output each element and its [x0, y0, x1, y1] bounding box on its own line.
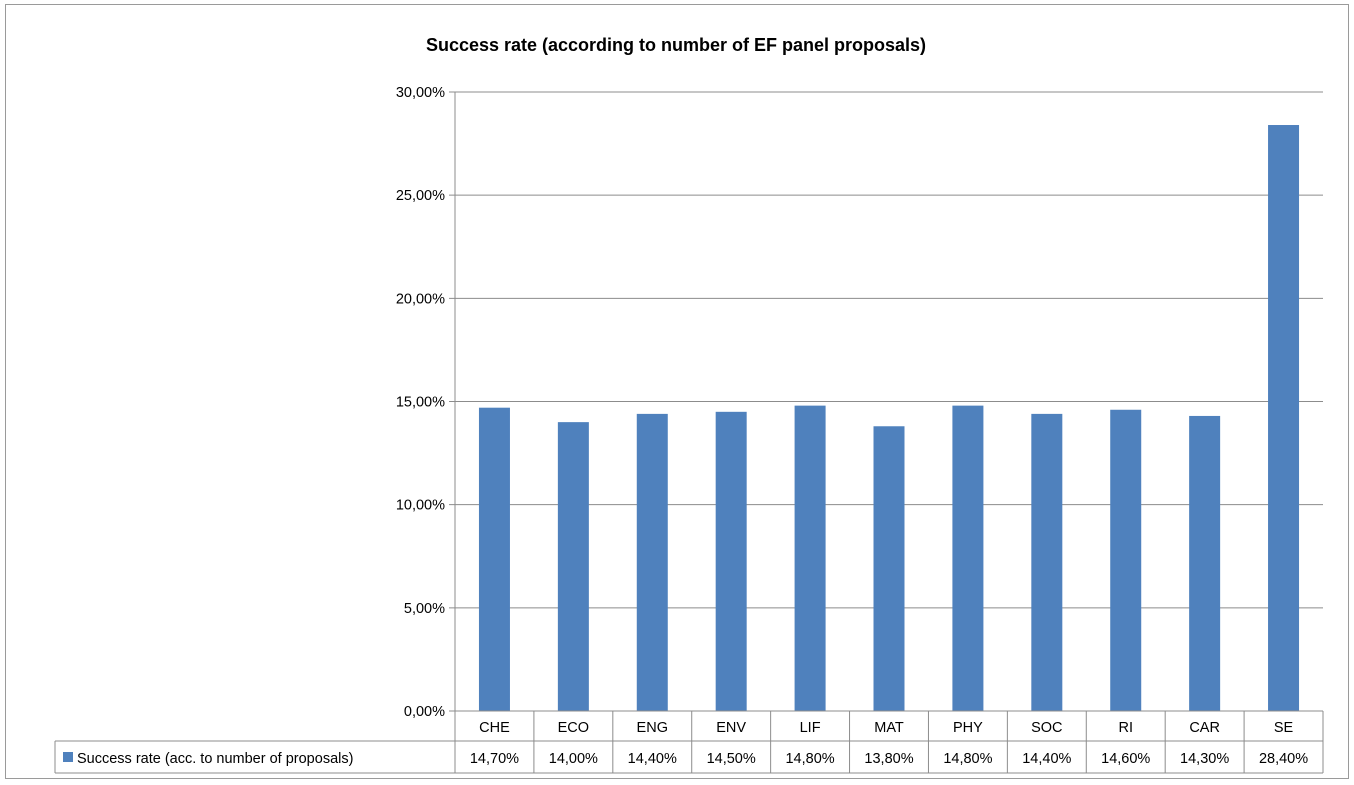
y-tick-label: 10,00% [396, 498, 445, 514]
y-tick-label: 20,00% [396, 291, 445, 307]
value-label: 13,80% [864, 751, 913, 767]
category-label: MAT [874, 720, 904, 736]
bar-env [715, 411, 747, 711]
value-label: 14,80% [785, 751, 834, 767]
category-label: SOC [1031, 720, 1062, 736]
category-label: LIF [800, 720, 821, 736]
y-tick-label: 30,00% [396, 85, 445, 101]
bar-lif [794, 405, 826, 711]
value-label: 14,40% [1022, 751, 1071, 767]
category-label: CHE [479, 720, 510, 736]
bar-ri [1110, 409, 1142, 711]
value-label: 28,40% [1259, 751, 1308, 767]
bar-eco [557, 422, 589, 711]
y-tick-label: 5,00% [404, 601, 445, 617]
value-label: 14,40% [628, 751, 677, 767]
legend-label: Success rate (acc. to number of proposal… [77, 751, 353, 767]
y-tick-label: 15,00% [396, 395, 445, 411]
y-tick-label: 0,00% [404, 704, 445, 720]
value-label: 14,00% [549, 751, 598, 767]
bar-phy [952, 405, 984, 711]
chart-title: Success rate (according to number of EF … [426, 35, 926, 55]
bar-che [478, 407, 510, 711]
y-axis-tick-labels: 0,00% 5,00% 10,00% 15,00% 20,00% 25,00% 30,00% [396, 85, 445, 720]
y-tick-label: 25,00% [396, 188, 445, 204]
legend-swatch [63, 752, 73, 762]
bars [478, 125, 1300, 712]
bar-mat [873, 426, 905, 711]
chart-frame [5, 4, 1349, 779]
bar-soc [1031, 413, 1063, 711]
category-label: ECO [558, 720, 589, 736]
value-label: 14,70% [470, 751, 519, 767]
category-label: RI [1118, 720, 1133, 736]
value-label: 14,30% [1180, 751, 1229, 767]
value-label: 14,80% [943, 751, 992, 767]
value-label: 14,50% [707, 751, 756, 767]
category-label: CAR [1189, 720, 1220, 736]
category-label: ENG [637, 720, 668, 736]
bar-car [1189, 415, 1221, 711]
value-label: 14,60% [1101, 751, 1150, 767]
category-label: ENV [716, 720, 746, 736]
bar-eng [636, 413, 668, 711]
bar-se [1268, 125, 1300, 712]
data-table: CHE 14,70% ECO 14,00% ENG 14,40% ENV 14,50% LIF 1… [54, 710, 1324, 774]
category-label: SE [1274, 720, 1294, 736]
category-label: PHY [953, 720, 983, 736]
